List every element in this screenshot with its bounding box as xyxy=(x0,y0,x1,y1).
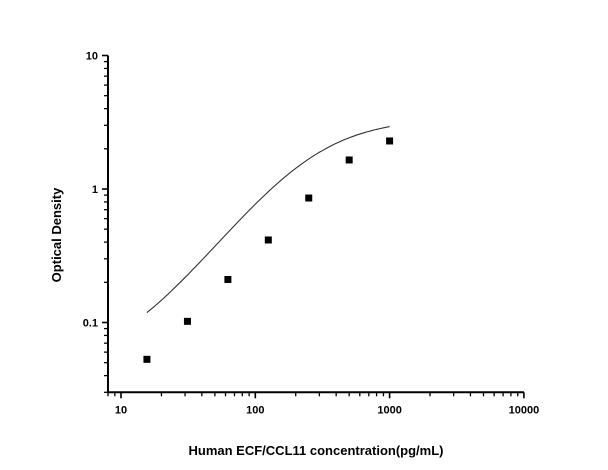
x-axis: 10 100 1000 10000 xyxy=(107,391,540,416)
data-point xyxy=(143,355,151,363)
x-tick-label: 1000 xyxy=(377,404,401,416)
x-tick-label: 100 xyxy=(246,404,264,416)
data-points xyxy=(143,137,394,363)
x-axis-title: Human ECF/CCL11 concentration(pg/mL) xyxy=(189,443,444,458)
data-point xyxy=(345,156,353,164)
data-point xyxy=(264,236,272,244)
y-tick-label: 1 xyxy=(92,184,98,196)
fit-curve xyxy=(146,126,390,314)
y-tick-label: 0.1 xyxy=(83,318,98,330)
data-point xyxy=(183,317,191,325)
data-point xyxy=(386,137,394,145)
x-tick-label: 10 xyxy=(115,404,127,416)
data-point xyxy=(305,194,313,202)
y-axis: 0.1 1 10 xyxy=(83,51,109,393)
y-tick-label: 10 xyxy=(86,51,98,63)
x-tick-label: 10000 xyxy=(509,404,540,416)
y-axis-title: Optical Density xyxy=(49,187,64,282)
data-point xyxy=(224,275,232,283)
